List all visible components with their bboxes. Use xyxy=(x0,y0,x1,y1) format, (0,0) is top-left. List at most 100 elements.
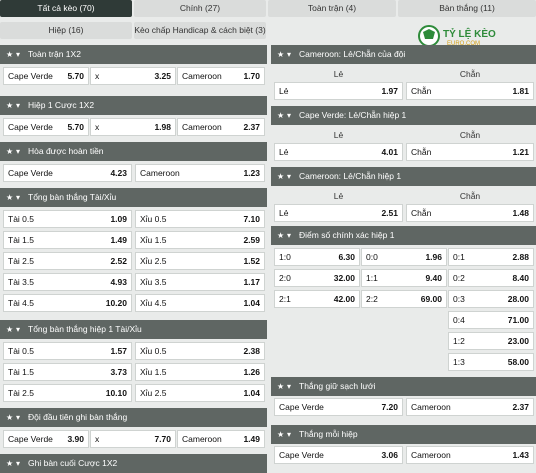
odds-home[interactable]: Cape Verde 5.70 xyxy=(3,67,89,85)
star-icon[interactable]: ★ xyxy=(277,382,285,391)
odds-option[interactable]: Tài 0.5 1.57 xyxy=(3,342,132,360)
chevron-down-icon[interactable]: ▾ xyxy=(16,147,21,156)
chevron-down-icon[interactable]: ▾ xyxy=(16,459,21,468)
odds-away[interactable]: Cameroon 2.37 xyxy=(177,118,265,136)
tab-goals[interactable]: Bàn thắng (11) xyxy=(398,0,536,17)
star-icon[interactable]: ★ xyxy=(6,325,14,334)
odds-away[interactable]: Cameroon 1.49 xyxy=(177,430,265,448)
odds-option[interactable]: Tài 1.5 3.73 xyxy=(3,363,132,381)
odds-option[interactable]: Tài 3.5 4.93 xyxy=(3,273,132,291)
section-header[interactable]: ★ ▾ Đội đầu tiên ghi bàn thắng xyxy=(0,408,267,427)
section-header[interactable]: ★ ▾ Điểm số chính xác hiệp 1 xyxy=(271,226,536,245)
chevron-down-icon[interactable]: ▾ xyxy=(287,50,292,59)
score-label: 0:3 xyxy=(453,294,465,304)
score-option[interactable]: 0:2 8.40 xyxy=(448,269,534,287)
odds-option[interactable]: Tài 2.5 10.10 xyxy=(3,384,132,402)
chevron-down-icon[interactable]: ▾ xyxy=(287,231,292,240)
odds-value: 3.06 xyxy=(381,450,398,460)
odds-option[interactable]: Xỉu 1.5 1.26 xyxy=(135,363,265,381)
section-header[interactable]: ★ ▾ Cameroon: Lẻ/Chẵn của đội xyxy=(271,45,536,64)
score-option[interactable]: 0:0 1.96 xyxy=(361,248,447,266)
section-header[interactable]: ★ ▾ Cameroon: Lẻ/Chẵn hiệp 1 xyxy=(271,167,536,186)
tab-main[interactable]: Chính (27) xyxy=(134,0,266,17)
star-icon[interactable]: ★ xyxy=(277,111,285,120)
score-option[interactable]: 2:0 32.00 xyxy=(274,269,360,287)
score-option[interactable]: 1:0 6.30 xyxy=(274,248,360,266)
odds-option[interactable]: Xỉu 1.5 2.59 xyxy=(135,231,265,249)
odds-option[interactable]: Cape Verde 4.23 xyxy=(3,164,132,182)
odds-option[interactable]: Chẵn 1.48 xyxy=(406,204,534,222)
odds-option[interactable]: Cape Verde 7.20 xyxy=(274,398,403,416)
odds-option[interactable]: Cape Verde 3.06 xyxy=(274,446,403,464)
star-icon[interactable]: ★ xyxy=(6,50,14,59)
score-option[interactable]: 1:3 58.00 xyxy=(448,353,534,371)
odds-option[interactable]: Xỉu 0.5 7.10 xyxy=(135,210,265,228)
chevron-down-icon[interactable]: ▾ xyxy=(287,172,292,181)
odds-option[interactable]: Tài 1.5 1.49 xyxy=(3,231,132,249)
odds-option[interactable]: Xỉu 3.5 1.17 xyxy=(135,273,265,291)
score-option[interactable]: 2:2 69.00 xyxy=(361,290,447,308)
star-icon[interactable]: ★ xyxy=(277,430,285,439)
chevron-down-icon[interactable]: ▾ xyxy=(16,50,21,59)
odds-home[interactable]: Cape Verde 5.70 xyxy=(3,118,89,136)
section-header[interactable]: ★ ▾ Thắng giữ sạch lưới xyxy=(271,377,536,396)
tab-all[interactable]: Tất cả kèo (70) xyxy=(0,0,132,17)
tab-full-match[interactable]: Toàn trận (4) xyxy=(268,0,396,17)
odds-draw[interactable]: x 7.70 xyxy=(90,430,176,448)
star-icon[interactable]: ★ xyxy=(277,231,285,240)
section-header[interactable]: ★ ▾ Cape Verde: Lẻ/Chẵn hiệp 1 xyxy=(271,106,536,125)
section-header[interactable]: ★ ▾ Ghi bàn cuối Cược 1X2 xyxy=(0,454,267,473)
chevron-down-icon[interactable]: ▾ xyxy=(287,382,292,391)
odds-option[interactable]: Chẵn 1.81 xyxy=(406,82,534,100)
score-option[interactable]: 0:3 28.00 xyxy=(448,290,534,308)
odds-option[interactable]: Lẻ 4.01 xyxy=(274,143,403,161)
odds-option[interactable]: Tài 4.5 10.20 xyxy=(3,294,132,312)
odds-option[interactable]: Xỉu 0.5 2.38 xyxy=(135,342,265,360)
score-option[interactable]: 1:1 9.40 xyxy=(361,269,447,287)
star-icon[interactable]: ★ xyxy=(277,172,285,181)
star-icon[interactable]: ★ xyxy=(6,413,14,422)
odds-option[interactable]: Lẻ 1.97 xyxy=(274,82,403,100)
tab-half[interactable]: Hiệp (16) xyxy=(0,22,132,39)
odds-option[interactable]: Cameroon 1.23 xyxy=(135,164,265,182)
odds-draw[interactable]: x 3.25 xyxy=(90,67,176,85)
odds-option[interactable]: Tài 2.5 2.52 xyxy=(3,252,132,270)
star-icon[interactable]: ★ xyxy=(277,50,285,59)
score-label: 2:2 xyxy=(366,294,378,304)
odds-option[interactable]: Lẻ 2.51 xyxy=(274,204,403,222)
score-option[interactable]: 0:1 2.88 xyxy=(448,248,534,266)
star-icon[interactable]: ★ xyxy=(6,459,14,468)
section-header[interactable]: ★ ▾ Hòa được hoàn tiền xyxy=(0,142,267,161)
chevron-down-icon[interactable]: ▾ xyxy=(16,413,21,422)
star-icon[interactable]: ★ xyxy=(6,147,14,156)
odds-value: 2.52 xyxy=(110,256,127,266)
score-option[interactable]: 2:1 42.00 xyxy=(274,290,360,308)
section-header[interactable]: ★ ▾ Hiệp 1 Cược 1X2 xyxy=(0,96,267,115)
odds-option[interactable]: Tài 0.5 1.09 xyxy=(3,210,132,228)
score-option[interactable]: 1:2 23.00 xyxy=(448,332,534,350)
chevron-down-icon[interactable]: ▾ xyxy=(287,430,292,439)
section-header[interactable]: ★ ▾ Tổng bàn thắng Tài/Xỉu xyxy=(0,188,267,207)
odds-option[interactable]: Xỉu 2.5 1.04 xyxy=(135,384,265,402)
section-header[interactable]: ★ ▾ Thắng mỗi hiệp xyxy=(271,425,536,444)
star-icon[interactable]: ★ xyxy=(6,101,14,110)
chevron-down-icon[interactable]: ▾ xyxy=(16,101,21,110)
odds-home[interactable]: Cape Verde 3.90 xyxy=(3,430,89,448)
odds-option[interactable]: Cameroon 2.37 xyxy=(406,398,534,416)
tab-handicap[interactable]: Kèo chấp Handicap & cách biệt (3) xyxy=(134,22,266,39)
section-header[interactable]: ★ ▾ Tổng bàn thắng hiệp 1 Tài/Xỉu xyxy=(0,320,267,339)
score-option[interactable]: 0:4 71.00 xyxy=(448,311,534,329)
odds-option[interactable]: Cameroon 1.43 xyxy=(406,446,534,464)
odds-option[interactable]: Chẵn 1.21 xyxy=(406,143,534,161)
section-header[interactable]: ★ ▾ Toàn trận 1X2 xyxy=(0,45,267,64)
odds-option[interactable]: Xỉu 2.5 1.52 xyxy=(135,252,265,270)
star-icon[interactable]: ★ xyxy=(6,193,14,202)
chevron-down-icon[interactable]: ▾ xyxy=(16,193,21,202)
odds-away[interactable]: Cameroon 1.70 xyxy=(177,67,265,85)
odds-option[interactable]: Xỉu 4.5 1.04 xyxy=(135,294,265,312)
odds-draw[interactable]: x 1.98 xyxy=(90,118,176,136)
chevron-down-icon[interactable]: ▾ xyxy=(287,111,292,120)
option-label: Tài 0.5 xyxy=(8,346,34,356)
chevron-down-icon[interactable]: ▾ xyxy=(16,325,21,334)
option-label: Cape Verde xyxy=(279,450,324,460)
